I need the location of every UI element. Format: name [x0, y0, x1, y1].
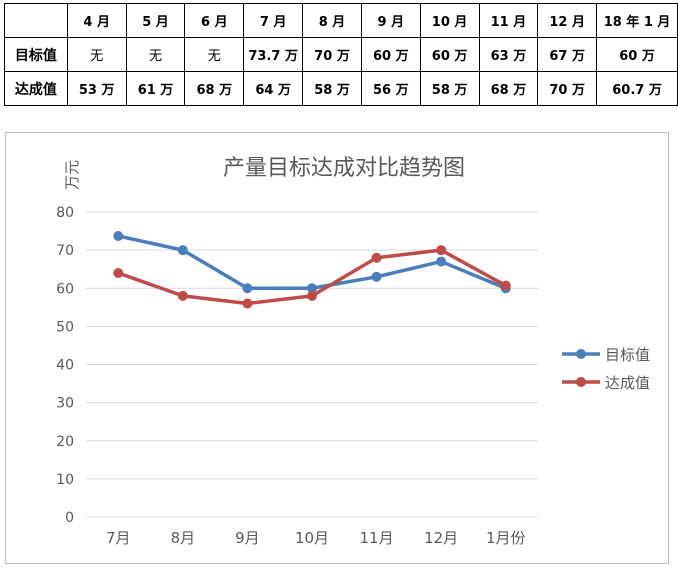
- data-point: [242, 283, 253, 294]
- table-cell: 68 万: [478, 71, 539, 106]
- column-header: 8 月: [302, 3, 362, 38]
- data-point: [371, 271, 382, 282]
- table-cell: 53 万: [66, 71, 127, 106]
- y-tick-label: 70: [56, 243, 74, 259]
- data-point: [113, 231, 124, 242]
- line-chart: 产量目标达成对比趋势图 万元 0 10 20 30 40 50 60 70 80 7月 8月 9月 10月 1…: [56, 156, 650, 547]
- y-tick-label: 50: [56, 319, 74, 335]
- x-tick-label: 11月: [360, 529, 394, 547]
- column-header: 9 月: [360, 3, 421, 38]
- column-header: 11 月: [478, 3, 539, 38]
- data-point: [307, 283, 317, 294]
- legend-label: 目标值: [605, 346, 650, 364]
- x-tick-label: 10月: [295, 529, 329, 547]
- table-cell: 60 万: [360, 37, 421, 72]
- y-tick-label: 0: [65, 510, 74, 526]
- table-cell: 68 万: [184, 71, 245, 106]
- row-label: 达成值: [4, 71, 68, 106]
- y-tick-label: 20: [56, 434, 74, 450]
- table-cell: 无: [184, 37, 245, 72]
- column-header: 10 月: [419, 3, 480, 38]
- y-axis-label: 万元: [63, 160, 81, 190]
- table-row: 达成值 53 万 61 万 68 万 64 万 58 万 56 万 58 万 6…: [4, 71, 678, 106]
- data-point: [177, 290, 188, 301]
- legend-marker: [576, 349, 586, 359]
- legend-label: 达成值: [605, 374, 650, 392]
- chart-title: 产量目标达成对比趋势图: [223, 156, 465, 181]
- table-cell: 56 万: [360, 71, 421, 106]
- table-cell: 70 万: [537, 71, 598, 106]
- chart-frame: 产量目标达成对比趋势图 万元 0 10 20 30 40 50 60 70 80 7月 8月 9月 10月 1…: [5, 132, 669, 564]
- table-cell: 70 万: [302, 37, 362, 72]
- table-cell: 64 万: [243, 71, 304, 106]
- table-cell: 67 万: [537, 37, 598, 72]
- series-line: [117, 234, 507, 290]
- data-point: [371, 252, 382, 263]
- table-header-row: 4 月 5 月 6 月 7 月 8 月 9 月 10 月 11 月 12 月 1…: [4, 3, 678, 38]
- table-cell: 60 万: [419, 37, 480, 72]
- data-point: [436, 256, 447, 267]
- data-point: [307, 290, 317, 301]
- x-tick-label: 1月份: [486, 529, 526, 547]
- y-tick-label: 80: [56, 205, 74, 221]
- data-point: [242, 298, 253, 309]
- column-header: 5 月: [125, 3, 186, 38]
- table-corner: [4, 3, 68, 38]
- legend-marker: [576, 377, 586, 387]
- y-tick-label: 30: [56, 396, 74, 412]
- column-header: 6 月: [184, 3, 245, 38]
- y-tick-label: 40: [56, 358, 74, 374]
- column-header: 4 月: [66, 3, 127, 38]
- table-cell: 60 万: [596, 37, 678, 72]
- table-cell: 73.7 万: [243, 37, 304, 72]
- table-cell: 无: [66, 37, 127, 72]
- y-tick-label: 60: [56, 281, 74, 297]
- x-tick-label: 12月: [424, 529, 458, 547]
- x-tick-label: 8月: [171, 529, 196, 547]
- x-tick-label: 9月: [235, 529, 260, 547]
- table-cell: 58 万: [302, 71, 362, 106]
- table-cell: 61 万: [125, 71, 186, 106]
- y-tick-label: 10: [56, 472, 74, 488]
- data-table: 4 月 5 月 6 月 7 月 8 月 9 月 10 月 11 月 12 月 1…: [4, 3, 678, 106]
- x-tick-label: 7月: [106, 529, 131, 547]
- data-point: [177, 245, 188, 256]
- table-row: 目标值 无 无 无 73.7 万 70 万 60 万 60 万 63 万 67 …: [4, 37, 678, 72]
- table-cell: 58 万: [419, 71, 480, 106]
- data-point: [113, 268, 124, 278]
- column-header: 7 月: [243, 3, 304, 38]
- table-cell: 63 万: [478, 37, 539, 72]
- table-cell: 无: [125, 37, 186, 72]
- column-header: 18 年 1 月: [596, 3, 678, 38]
- row-label: 目标值: [4, 37, 68, 72]
- data-point: [500, 280, 511, 291]
- table-cell: 60.7 万: [596, 71, 678, 106]
- data-point: [436, 245, 447, 256]
- column-header: 12 月: [537, 3, 598, 38]
